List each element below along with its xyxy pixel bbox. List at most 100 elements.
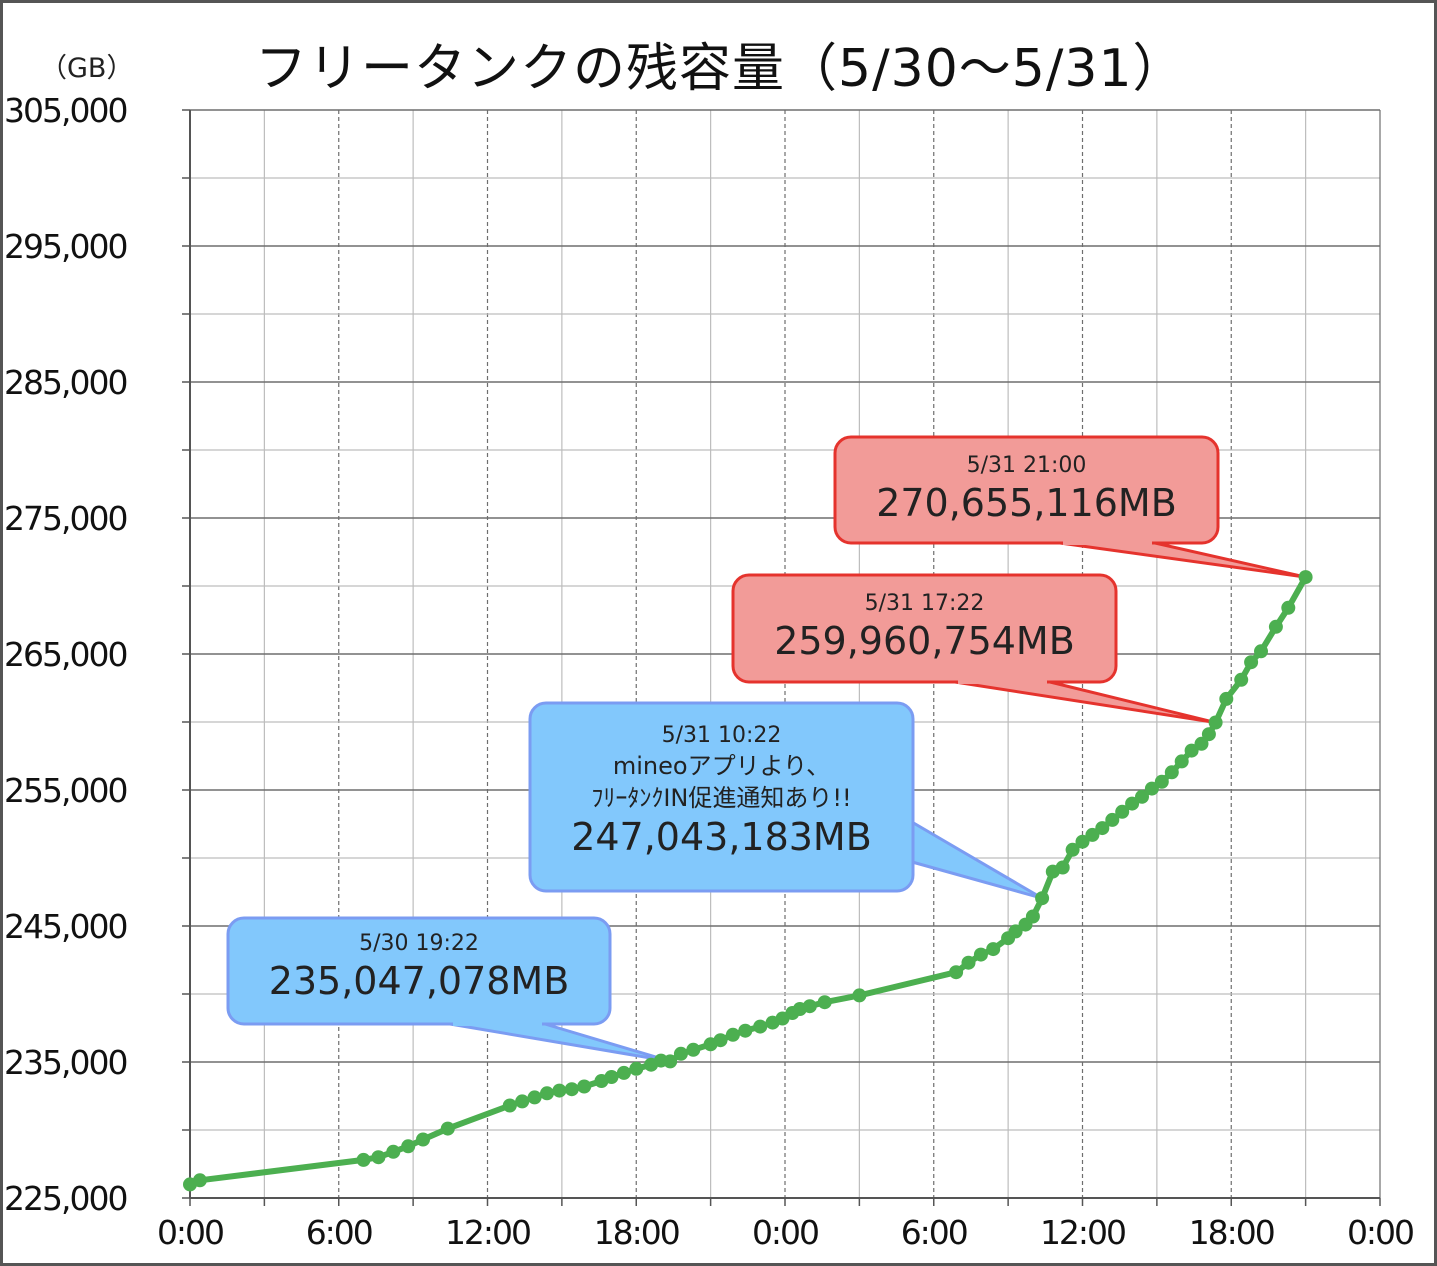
y-tick-label: 255,000 [4, 771, 126, 810]
data-point [401, 1139, 416, 1154]
x-tick-label: 12:00 [445, 1213, 530, 1252]
callouts [226, 435, 1308, 1063]
data-point [1174, 754, 1189, 769]
data-point [1164, 765, 1179, 780]
x-tick-label: 6:00 [901, 1213, 967, 1252]
data-point [1244, 655, 1259, 670]
data-point [753, 1019, 768, 1034]
data-point [577, 1079, 592, 1094]
data-point [1035, 891, 1050, 906]
data-point [673, 1046, 688, 1061]
x-tick-labels: 0:00 6:00 12:00 18:00 0:00 6:00 12:00 18:00 0:00 [157, 1213, 1415, 1252]
data-point [1208, 715, 1223, 730]
data-point [371, 1150, 386, 1165]
data-point [540, 1086, 554, 1101]
data-point [616, 1065, 631, 1080]
data-point [1125, 796, 1140, 811]
data-point [1201, 727, 1216, 742]
data-point [1065, 842, 1080, 857]
y-tick-label: 295,000 [4, 227, 126, 266]
data-point [515, 1094, 530, 1109]
data-point [663, 1054, 678, 1069]
data-point [1268, 619, 1283, 634]
data-point [686, 1042, 701, 1057]
data-point [1154, 774, 1169, 789]
data-point [527, 1090, 542, 1105]
callout-date: 5/31 10:22 [661, 723, 782, 748]
data-point [973, 947, 988, 962]
callout-pointer [953, 680, 1218, 725]
callout-pointer [1058, 541, 1308, 579]
data-point [1025, 909, 1040, 924]
callout-value: 270,655,116MB [876, 481, 1177, 525]
series [183, 570, 1313, 1192]
callout-date: 5/31 21:00 [966, 453, 1087, 478]
x-tick-label: 0:00 [1347, 1213, 1413, 1252]
data-point [1085, 827, 1100, 842]
data-point [1298, 570, 1313, 585]
callout-note-line-2: ﾌﾘｰﾀﾝｸIN促進通知あり!! [591, 784, 852, 812]
data-point [1281, 600, 1296, 615]
x-tick-label: 12:00 [1040, 1213, 1125, 1252]
data-point [725, 1027, 740, 1042]
x-tick-label: 6:00 [306, 1213, 372, 1252]
data-point [1234, 672, 1249, 687]
data-point [629, 1061, 644, 1076]
data-point [1095, 821, 1110, 836]
x-tick-label: 0:00 [752, 1213, 818, 1252]
callout-date: 5/31 17:22 [864, 591, 985, 616]
data-point [356, 1152, 371, 1167]
data-point [817, 995, 832, 1010]
axes [182, 109, 1381, 1206]
y-tick-label: 305,000 [4, 91, 126, 130]
data-point [1219, 691, 1234, 706]
y-tick-labels: 225,000 235,000 245,000 255,000 265,000 275,0… [4, 91, 128, 1218]
callout-box [833, 435, 1220, 545]
y-tick-label: 265,000 [4, 635, 126, 674]
callout-box [226, 916, 612, 1026]
callout-box [528, 701, 915, 893]
data-point [1135, 789, 1149, 804]
callout-text-3: 5/31 21:00 270,655,116MB [835, 452, 1218, 526]
callout-value: 247,043,183MB [571, 815, 872, 859]
callout-text-0: 5/30 19:22 235,047,078MB [228, 930, 610, 1004]
data-point [1075, 834, 1090, 849]
data-point [1144, 781, 1159, 796]
chart-title: フリータンクの残容量（5/30〜5/31） [255, 39, 1186, 99]
y-axis-unit-label: （GB） [40, 53, 134, 84]
data-point [1008, 924, 1023, 939]
data-point [502, 1098, 517, 1113]
data-point [1055, 860, 1070, 875]
data-point [1115, 804, 1130, 819]
data-point [440, 1121, 455, 1136]
data-point [802, 999, 817, 1014]
x-tick-label: 18:00 [1189, 1213, 1274, 1252]
x-tick-label: 18:00 [594, 1213, 679, 1252]
x-tick-label: 0:00 [157, 1213, 223, 1252]
callout-box [731, 573, 1118, 684]
callout-note-line-1: mineoアプリより、 [612, 752, 831, 780]
data-point [416, 1132, 430, 1147]
callout-date: 5/30 19:22 [359, 931, 479, 956]
data-point [1105, 812, 1120, 827]
data-point [192, 1173, 207, 1188]
data-point [552, 1083, 567, 1098]
data-point [738, 1023, 753, 1038]
data-point [1254, 644, 1268, 659]
callout-pointer [448, 1022, 672, 1063]
data-point [564, 1082, 579, 1097]
data-point [1194, 736, 1209, 751]
data-point [604, 1070, 619, 1084]
y-tick-label: 285,000 [4, 363, 126, 402]
data-point [713, 1033, 728, 1048]
y-tick-label: 245,000 [4, 907, 126, 946]
data-point [961, 955, 976, 970]
y-tick-label: 275,000 [4, 499, 126, 538]
callout-value: 235,047,078MB [268, 959, 570, 1003]
data-point [386, 1144, 401, 1159]
y-tick-label: 235,000 [4, 1043, 126, 1082]
data-point [949, 965, 964, 980]
callout-text-2: 5/31 17:22 259,960,754MB [733, 590, 1116, 664]
